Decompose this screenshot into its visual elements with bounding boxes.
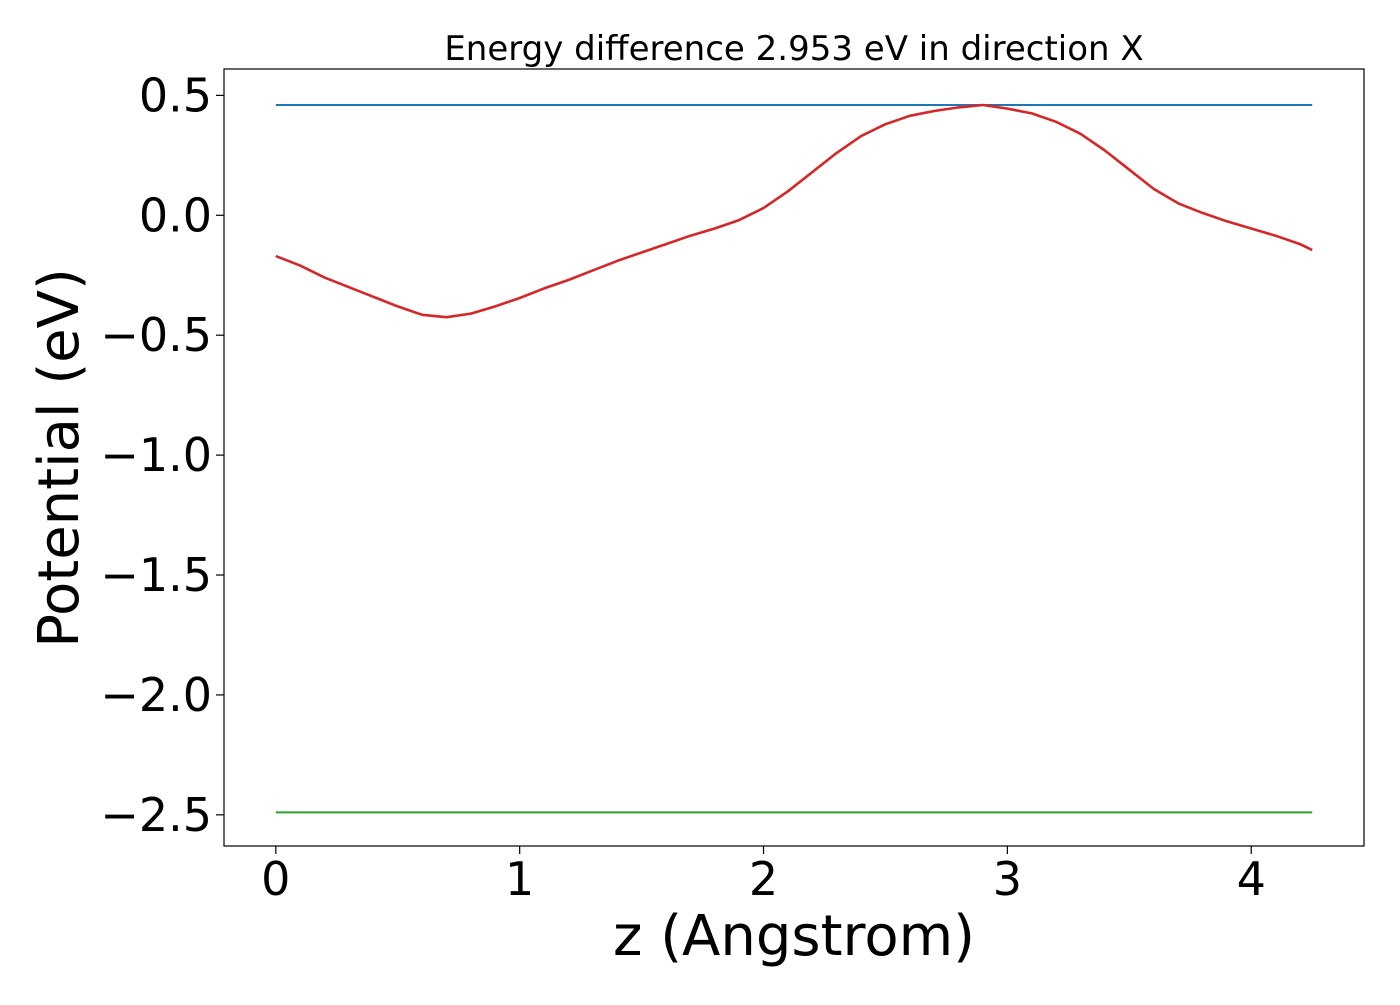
y-tick-label: −1.5	[100, 548, 212, 602]
x-tick-label: 4	[1237, 852, 1266, 906]
x-axis-label: z (Angstrom)	[613, 904, 975, 969]
y-axis: 0.5 0.0 −0.5 −1.0 −1.5 −2.0 −2.5	[100, 68, 224, 842]
y-tick-label: −1.0	[100, 428, 212, 482]
series-line-3	[275, 103, 1313, 319]
y-tick-label: −2.5	[100, 788, 212, 842]
y-tick-label: −0.5	[100, 308, 212, 362]
y-tick-label: 0.0	[139, 188, 212, 242]
series-layer	[275, 103, 1313, 814]
x-axis: 0 1 2 3 4	[261, 846, 1266, 906]
chart-title: Energy difference 2.953 eV in direction …	[444, 29, 1143, 69]
x-tick-label: 1	[505, 852, 534, 906]
y-axis-label: Potential (eV)	[27, 268, 92, 648]
y-tick-label: 0.5	[139, 68, 212, 122]
x-tick-label: 0	[261, 852, 290, 906]
plot-frame	[223, 68, 1365, 847]
x-tick-label: 3	[993, 852, 1022, 906]
y-tick-label: −2.0	[100, 668, 212, 722]
x-tick-label: 2	[749, 852, 778, 906]
